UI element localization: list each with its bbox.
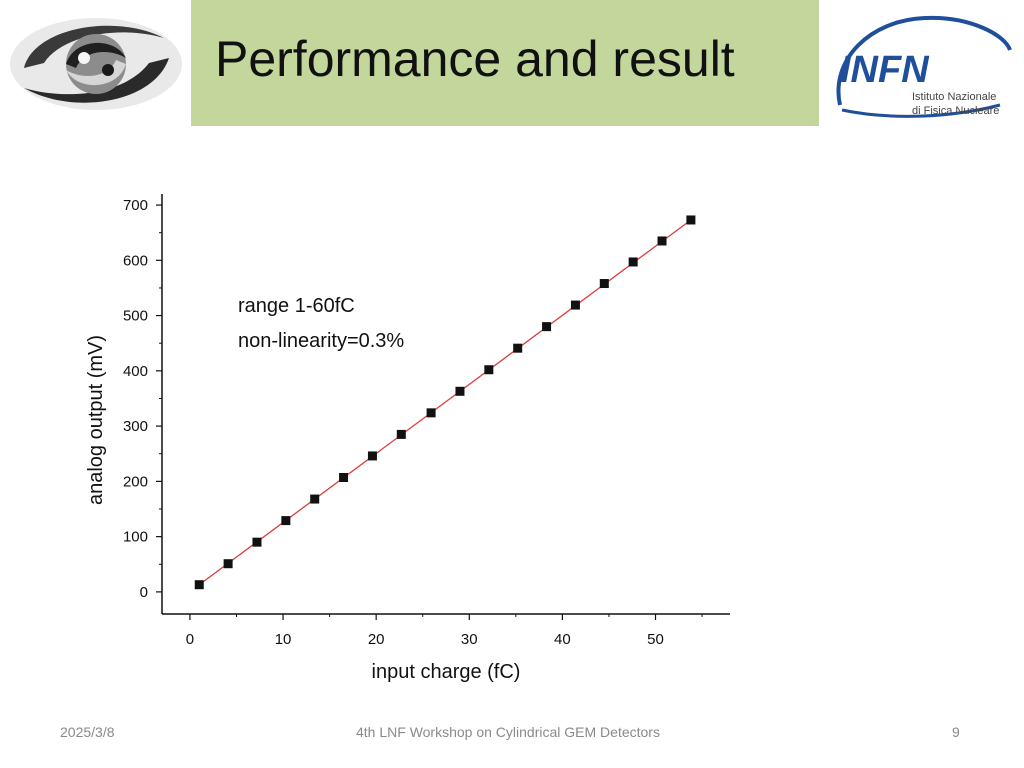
y-tick-label: 500 <box>123 308 148 325</box>
data-point <box>657 236 667 246</box>
fit-line <box>198 219 692 586</box>
annotation-range: range 1-60fC <box>238 295 355 317</box>
data-points <box>194 215 696 590</box>
infn-line2: di Fisica Nucleare <box>912 105 999 117</box>
data-point <box>599 279 609 289</box>
fit-line-group <box>198 219 692 586</box>
annotation-nonlinearity: non-linearity=0.3% <box>238 330 404 352</box>
y-tick-label: 300 <box>123 418 148 435</box>
x-tick-label: 20 <box>368 631 385 648</box>
data-point <box>194 580 204 590</box>
infn-wordmark: INFN <box>840 49 930 91</box>
y-tick-label: 600 <box>123 252 148 269</box>
data-point <box>542 322 552 332</box>
data-point <box>339 473 349 482</box>
data-point <box>570 300 580 310</box>
x-axis-label: input charge (fC) <box>372 661 521 683</box>
linearity-chart: 0 100 200 300 400 500 600 700 0 10 20 30 40 50 range … <box>85 194 730 683</box>
data-point <box>513 343 523 353</box>
x-tick-label: 30 <box>461 631 478 648</box>
y-tick-label: 0 <box>140 584 148 601</box>
x-tick-label: 10 <box>275 631 292 648</box>
page-title: Performance and result <box>215 31 735 87</box>
swirl-institute-logo-icon <box>4 8 186 120</box>
data-point <box>367 451 377 461</box>
footer-text: 4th LNF Workshop on Cylindrical GEM Dete… <box>356 724 660 740</box>
infn-logo-icon: INFN Istituto Nazionale di Fisica Nuclea… <box>830 10 1020 122</box>
data-point <box>455 386 465 396</box>
page-number: 9 <box>952 724 960 740</box>
y-tick-label: 700 <box>123 197 148 214</box>
y-axis-label: analog output (mV) <box>85 335 107 505</box>
x-tick-label: 0 <box>186 631 194 648</box>
data-point <box>686 215 696 225</box>
y-tick-label: 100 <box>123 529 148 546</box>
data-point <box>252 537 262 547</box>
data-point <box>426 408 436 418</box>
title-band: Performance and result <box>191 0 819 126</box>
chart-axes: 0 100 200 300 400 500 600 700 0 10 20 30 40 50 <box>123 194 730 648</box>
data-point <box>223 559 233 569</box>
infn-line1: Istituto Nazionale <box>912 91 996 103</box>
y-tick-label: 200 <box>123 473 148 490</box>
x-tick-label: 50 <box>647 631 664 648</box>
data-point <box>310 494 320 504</box>
footer-date: 2025/3/8 <box>60 724 115 740</box>
data-point <box>281 516 291 526</box>
y-tick-label: 400 <box>123 363 148 380</box>
data-point <box>628 257 638 267</box>
data-point <box>396 429 406 439</box>
data-point <box>484 365 494 375</box>
x-tick-label: 40 <box>554 631 571 648</box>
